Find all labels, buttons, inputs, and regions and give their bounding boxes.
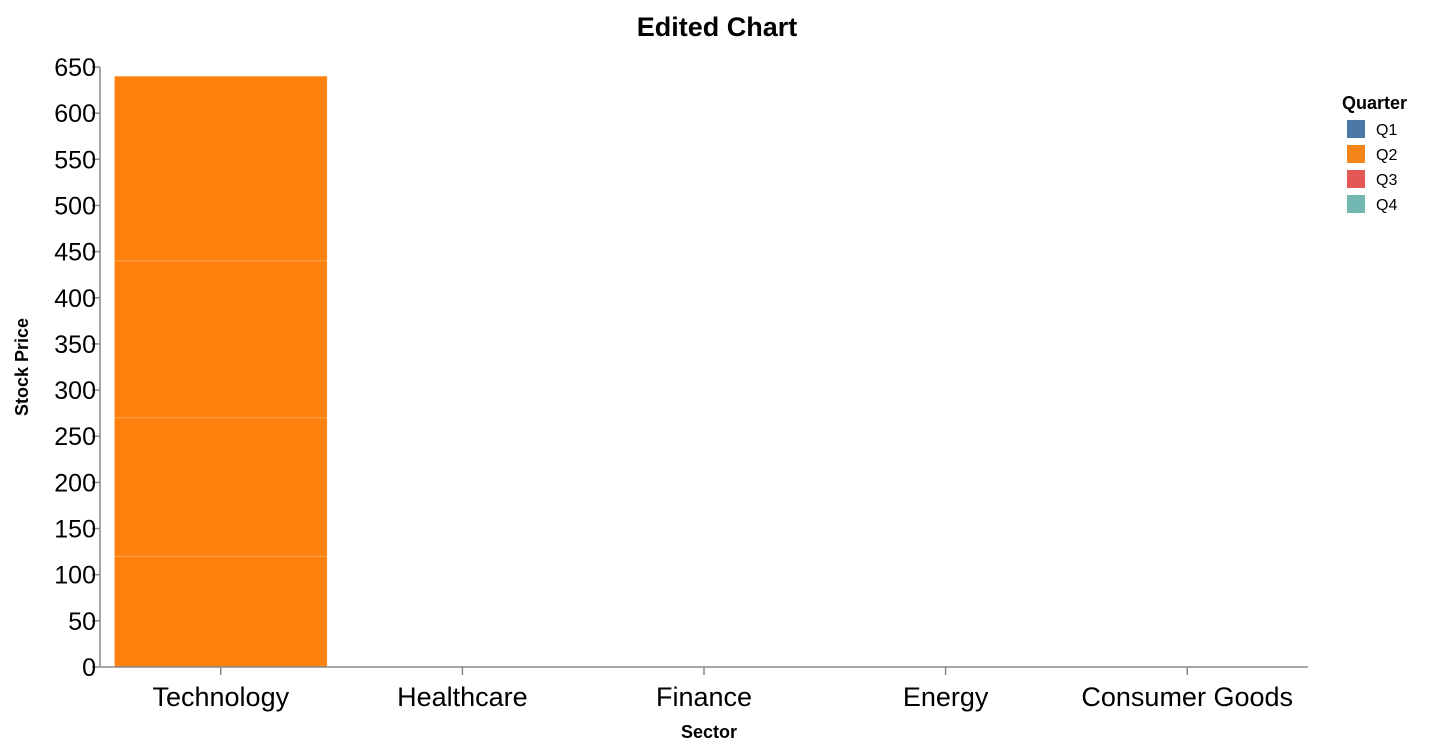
chart-title: Edited Chart bbox=[637, 12, 798, 42]
legend-title: Quarter bbox=[1342, 93, 1407, 113]
x-axis-ticks: Technology Healthcare Finance Energy Consume… bbox=[152, 667, 1293, 712]
y-tick-label: 650 bbox=[54, 54, 96, 82]
y-tick-label: 200 bbox=[54, 469, 96, 497]
legend-label: Q2 bbox=[1376, 147, 1397, 164]
x-axis-title: Sector bbox=[681, 722, 737, 742]
x-tick-label: Consumer Goods bbox=[1081, 682, 1293, 712]
bar-segment bbox=[113, 417, 328, 557]
legend-label: Q1 bbox=[1376, 122, 1397, 139]
legend-label: Q3 bbox=[1376, 172, 1397, 189]
x-tick-label: Technology bbox=[152, 682, 289, 712]
bar-segment bbox=[113, 75, 328, 262]
y-tick-label: 300 bbox=[54, 377, 96, 405]
y-tick-label: 50 bbox=[68, 608, 96, 636]
y-tick-label: 250 bbox=[54, 423, 96, 451]
y-axis-title: Stock Price bbox=[12, 318, 32, 416]
y-axis-ticks: 0 50 100 150 200 250 300 350 400 450 500 550 600 650 bbox=[54, 54, 100, 682]
bar-segment bbox=[113, 555, 328, 668]
y-tick-label: 0 bbox=[82, 654, 96, 682]
bars bbox=[113, 75, 328, 668]
y-tick-label: 400 bbox=[54, 285, 96, 313]
legend-swatch bbox=[1347, 145, 1365, 163]
legend-swatch bbox=[1347, 195, 1365, 213]
x-tick-label: Healthcare bbox=[397, 682, 528, 712]
plot-area: 050100150200250300350400450500550600650 … bbox=[54, 54, 1308, 712]
legend-swatch bbox=[1347, 120, 1365, 138]
y-tick-label: 450 bbox=[54, 239, 96, 267]
y-tick-label: 500 bbox=[54, 192, 96, 220]
bar-segment bbox=[113, 260, 328, 419]
legend-entries: Q1 Q2 Q3 Q4 bbox=[1347, 120, 1397, 214]
y-tick-label: 150 bbox=[54, 516, 96, 544]
legend-label: Q4 bbox=[1376, 197, 1397, 214]
y-tick-label: 100 bbox=[54, 562, 96, 590]
y-tick-label: 600 bbox=[54, 100, 96, 128]
legend-swatch bbox=[1347, 170, 1365, 188]
legend: Quarter Q1 Q2 Q3 Q4 bbox=[1342, 93, 1407, 214]
y-tick-label: 550 bbox=[54, 146, 96, 174]
y-tick-label: 350 bbox=[54, 331, 96, 359]
x-tick-label: Energy bbox=[903, 682, 989, 712]
x-tick-label: Finance bbox=[656, 682, 752, 712]
